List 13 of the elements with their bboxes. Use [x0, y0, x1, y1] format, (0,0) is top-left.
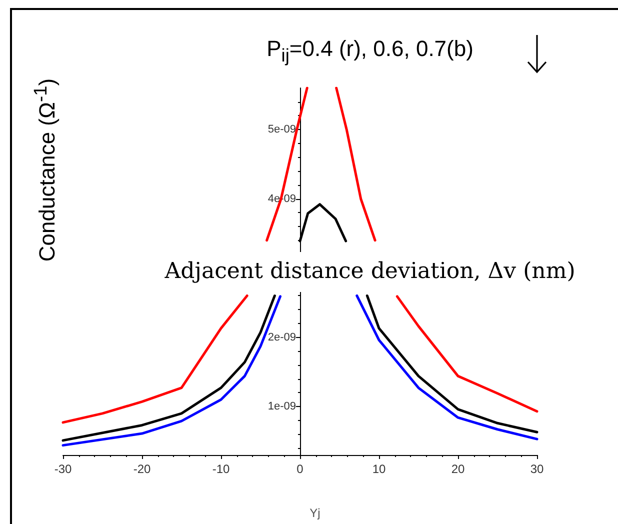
- x-tick-label: 30: [530, 462, 544, 476]
- x-axis-title: Yj: [310, 506, 320, 520]
- annotation: Adjacent distance deviation, Δv (nm): [150, 252, 590, 292]
- y-tick-label: 5e-09: [268, 124, 296, 136]
- x-tick-label: -20: [133, 462, 151, 476]
- y-tick-label: 2e-09: [268, 331, 296, 344]
- x-tick-label: -30: [54, 462, 72, 476]
- x-tick-label: -10: [212, 462, 230, 476]
- x-tick-label: 20: [451, 462, 465, 476]
- x-tick-label: 10: [372, 462, 386, 476]
- chart-title: P$_{ij}$=0.4 (r), 0.6, 0.7(b): [266, 36, 474, 66]
- y-tick-label: 1e-09: [268, 400, 296, 413]
- x-tick-label: 0: [296, 462, 304, 476]
